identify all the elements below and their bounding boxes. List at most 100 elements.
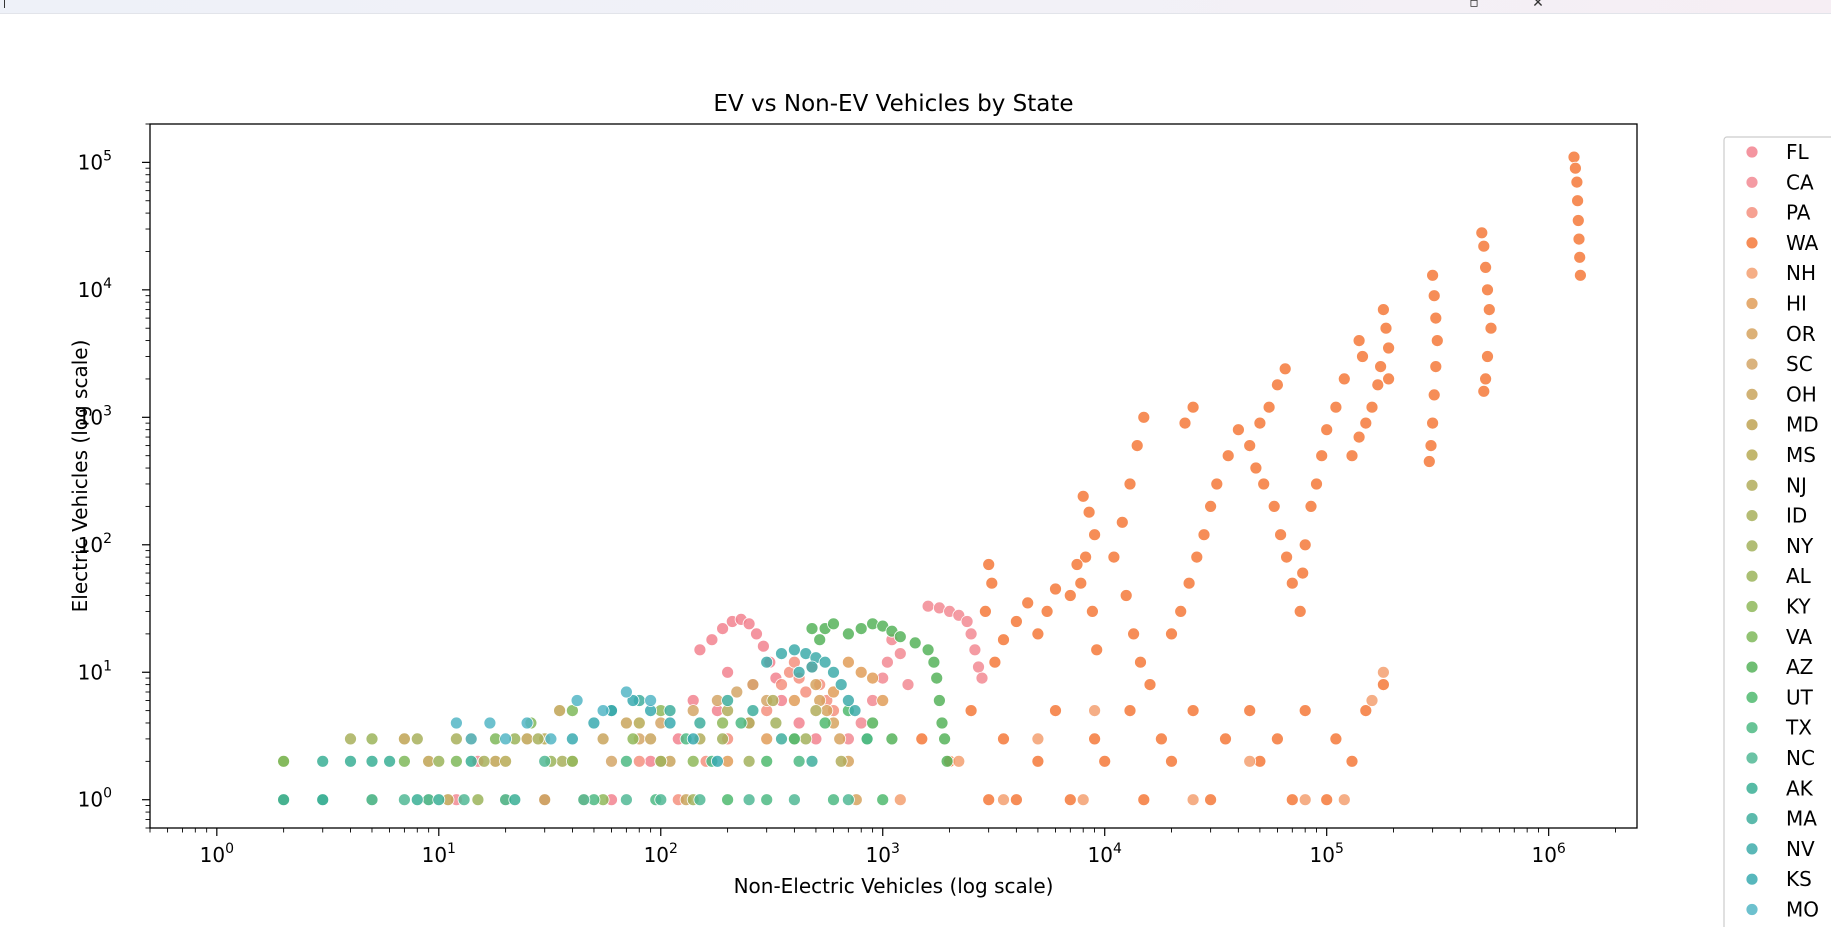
point-wa-1 xyxy=(1569,161,1582,175)
point-or-2 xyxy=(820,704,834,717)
legend-marker-nc xyxy=(1745,751,1759,765)
point-az-8 xyxy=(908,636,922,650)
point-wa-13 xyxy=(1484,321,1498,335)
point-hi-1 xyxy=(827,685,840,699)
point-wa-103 xyxy=(1137,793,1151,807)
point-ma-7 xyxy=(805,754,819,768)
legend: FL CA PA WA NH HI OR SC OH MD MS NJ ID NY AL KY VA AZ UT TX… xyxy=(1723,136,1831,927)
point-ak-5 xyxy=(383,754,397,768)
point-or-4 xyxy=(833,732,847,746)
point-al-3 xyxy=(471,793,485,807)
point-wa-56 xyxy=(1280,550,1293,564)
point-mo-5 xyxy=(544,732,558,746)
point-nh-10 xyxy=(1377,665,1390,679)
y-tick-base: 10 xyxy=(78,788,103,812)
point-ny-4 xyxy=(769,716,783,730)
point-wa-73 xyxy=(1107,550,1121,564)
point-wa-123 xyxy=(1359,704,1373,717)
point-wa-96 xyxy=(979,605,992,618)
point-ca-5 xyxy=(964,627,978,641)
point-ny-5 xyxy=(799,732,813,746)
point-wa-44 xyxy=(1298,538,1312,552)
point-ms-0 xyxy=(499,754,513,768)
point-az-7 xyxy=(893,630,907,644)
point-wa-12 xyxy=(1482,303,1496,317)
point-wa-118 xyxy=(1219,732,1232,746)
series-pa xyxy=(632,655,840,807)
x-tick-label: 101 xyxy=(422,841,456,867)
point-ut-6 xyxy=(876,793,890,807)
point-mo-9 xyxy=(644,694,657,707)
point-wa-28 xyxy=(1382,341,1395,355)
point-fl-5 xyxy=(742,617,756,631)
y-tick-exponent: 4 xyxy=(103,276,112,292)
legend-marker-hi xyxy=(1745,297,1759,310)
point-ak-0 xyxy=(277,793,291,807)
series-az xyxy=(805,617,954,768)
legend-label-ks: KS xyxy=(1786,867,1812,891)
point-wa-117 xyxy=(1186,704,1200,717)
point-wa-67 xyxy=(1186,400,1200,414)
point-fl-7 xyxy=(757,639,770,653)
point-fl-2 xyxy=(716,622,729,635)
point-wa-17 xyxy=(1426,268,1439,282)
point-ky-2 xyxy=(626,732,640,746)
point-ut-3 xyxy=(818,716,832,730)
point-wa-38 xyxy=(1337,372,1351,386)
point-tx-5 xyxy=(734,716,748,730)
point-wa-41 xyxy=(1315,449,1329,463)
point-az-3 xyxy=(854,622,868,635)
y-axis-label: Electric Vehicles (log scale) xyxy=(68,340,92,613)
point-ak-4 xyxy=(365,754,379,768)
legend-marker-or xyxy=(1745,327,1759,341)
point-wa-60 xyxy=(1210,477,1224,491)
point-wa-47 xyxy=(1278,362,1292,376)
legend-marker-ms xyxy=(1745,448,1759,462)
y-tick-exponent: 0 xyxy=(103,786,112,802)
point-wa-6 xyxy=(1573,250,1587,264)
point-nh-8 xyxy=(1088,704,1101,717)
point-wa-124 xyxy=(1377,678,1390,691)
point-ut-2 xyxy=(788,732,801,746)
point-sc-3 xyxy=(686,704,700,717)
point-nh-4 xyxy=(1298,793,1312,807)
point-oh-2 xyxy=(596,732,610,746)
point-wa-91 xyxy=(1010,615,1023,628)
point-nh-1 xyxy=(997,793,1010,807)
point-wa-80 xyxy=(1088,528,1101,542)
point-wa-57 xyxy=(1285,576,1299,590)
point-wa-75 xyxy=(1127,627,1140,641)
point-wa-90 xyxy=(1021,596,1035,610)
point-ak-9 xyxy=(508,793,522,807)
point-wa-51 xyxy=(1243,439,1257,453)
close-window-icon[interactable]: ✕ xyxy=(1532,0,1544,11)
point-mo-8 xyxy=(620,685,633,699)
legend-marker-oh xyxy=(1745,387,1759,401)
restore-window-icon[interactable]: ▫ xyxy=(1469,0,1479,11)
point-md-6 xyxy=(553,704,566,717)
legend-marker-sc xyxy=(1745,357,1759,371)
point-nc-10 xyxy=(693,793,707,807)
point-wa-99 xyxy=(1010,793,1023,807)
point-wa-18 xyxy=(1427,289,1441,303)
point-ks-0 xyxy=(566,732,579,746)
point-wa-25 xyxy=(1422,455,1436,468)
point-al-2 xyxy=(432,754,446,768)
point-nv-7 xyxy=(834,678,848,691)
legend-label-oh: OH xyxy=(1786,382,1817,406)
point-wa-39 xyxy=(1329,400,1343,414)
legend-marker-nv xyxy=(1745,842,1759,856)
point-wa-66 xyxy=(1165,627,1178,641)
point-wa-78 xyxy=(1076,489,1090,503)
point-mo-7 xyxy=(596,704,610,717)
legend-marker-mo xyxy=(1745,903,1759,916)
point-ca-14 xyxy=(854,716,868,730)
point-wa-50 xyxy=(1253,416,1267,430)
point-wa-63 xyxy=(1190,550,1204,564)
point-wa-70 xyxy=(1130,439,1144,453)
point-ky-0 xyxy=(566,754,579,768)
point-ca-7 xyxy=(972,660,985,674)
point-ny-3 xyxy=(742,754,756,768)
point-wa-102 xyxy=(1098,754,1112,768)
